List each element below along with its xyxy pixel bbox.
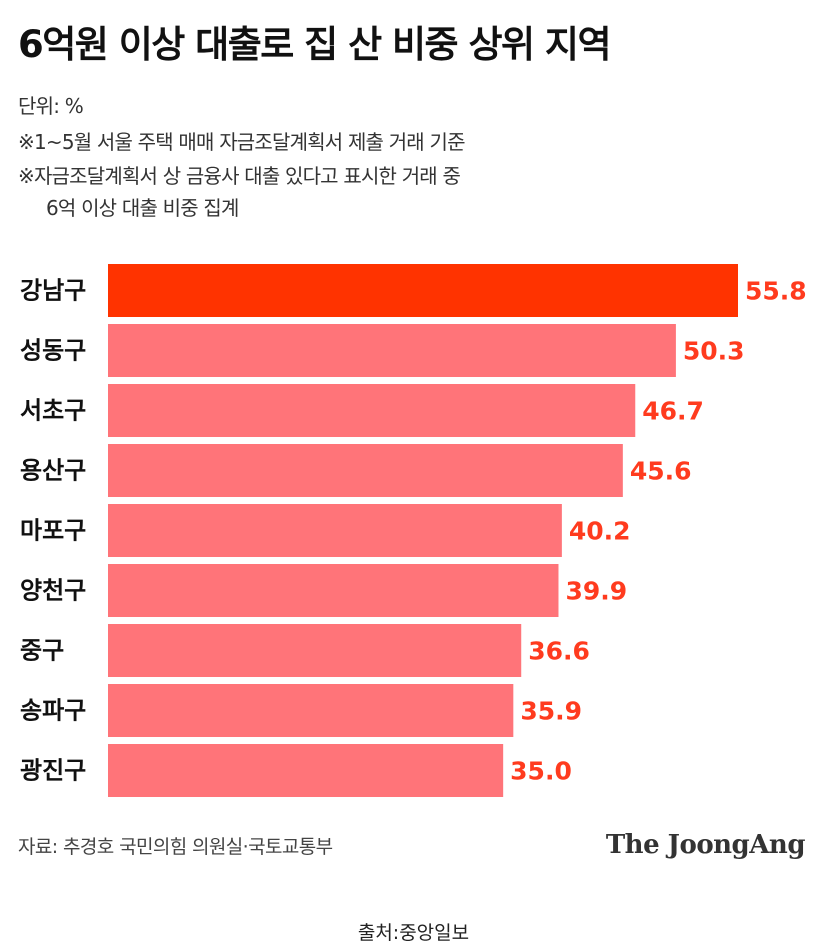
category-label: 양천구 [20,577,86,605]
unit-label: 단위: % [18,94,84,118]
bar [108,624,522,677]
category-label: 성동구 [20,337,86,365]
note-line-3: 6억 이상 대출 비중 집계 [46,196,239,220]
credit-text: 출처:중앙일보 [357,922,470,944]
note-line-1: ※1~5월 서울 주택 매매 자금조달계획서 제출 거래 기준 [18,130,465,154]
value-label: 39.9 [565,577,627,606]
value-label: 50.3 [683,337,745,366]
bar [108,684,514,737]
category-label: 강남구 [20,277,86,305]
value-label: 40.2 [569,517,631,546]
value-label: 36.6 [528,637,590,666]
value-label: 55.8 [745,277,807,306]
category-label: 마포구 [20,517,86,545]
bar [108,504,562,557]
source-text: 자료: 추경호 국민의힘 의원실·국토교통부 [18,836,333,858]
category-label: 서초구 [20,397,86,425]
bar [108,384,636,437]
bar [108,444,623,497]
publisher-logo: The JoongAng [605,830,806,860]
bar [108,324,676,377]
chart-title: 6억원 이상 대출로 집 산 비중 상위 지역 [18,23,612,66]
value-label: 46.7 [642,397,704,426]
note-line-2: ※자금조달계획서 상 금융사 대출 있다고 표시한 거래 중 [18,164,461,188]
value-label: 35.9 [520,697,582,726]
category-label: 중구 [20,637,64,665]
bar [108,564,559,617]
category-label: 광진구 [20,757,86,785]
bar [108,744,504,797]
bar-chart: 강남구 55.8 성동구 50.3 서초구 46.7 용산구 45.6 마포구 40.2 양천구 39… [20,264,807,797]
value-label: 35.0 [510,757,572,786]
category-label: 송파구 [20,697,86,725]
category-label: 용산구 [20,457,86,485]
value-label: 45.6 [630,457,692,486]
bar [108,264,738,317]
